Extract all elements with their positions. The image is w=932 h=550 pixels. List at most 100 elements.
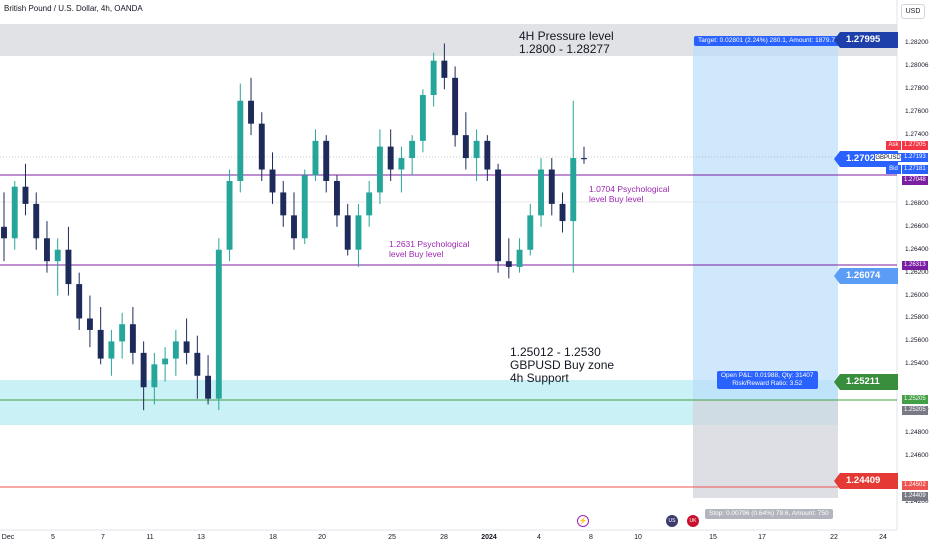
price-axis-label: 1.27800 bbox=[905, 85, 929, 93]
price-axis-label: 1.27600 bbox=[905, 108, 929, 116]
candle-body bbox=[409, 140, 416, 159]
zone-bottom-price-tag: 1.25205 bbox=[902, 406, 928, 415]
candle-body bbox=[495, 169, 502, 262]
price-axis-label: 1.26000 bbox=[905, 291, 929, 299]
candle-body bbox=[129, 324, 136, 353]
candle-body bbox=[194, 352, 201, 376]
us-flag-icon[interactable]: US bbox=[666, 515, 678, 527]
current-price-badge-text: 1.27023 bbox=[846, 153, 881, 164]
buy-level-2-line2: level Buy level bbox=[389, 249, 444, 259]
candle-body bbox=[44, 238, 50, 262]
buy-level-1-line2: level Buy level bbox=[589, 194, 644, 204]
time-axis-label: 25 bbox=[388, 534, 396, 541]
level-price-badge[interactable]: 1.26074 bbox=[834, 268, 898, 284]
candle-body bbox=[248, 100, 254, 124]
time-axis-label: 15 bbox=[709, 534, 717, 541]
line-1-price-tag: 1.27048 bbox=[902, 176, 928, 185]
candle-body bbox=[86, 318, 93, 330]
candle-body bbox=[559, 203, 566, 222]
symbol-tag: GBPUSD bbox=[874, 153, 902, 162]
time-axis-label: 22 bbox=[830, 534, 838, 541]
buy-level-1-label: 1.0704 Psychological level Buy level bbox=[589, 184, 669, 204]
price-axis-label: 1.24800 bbox=[905, 429, 929, 437]
buy-zone-line1: 1.25012 - 1.2530 bbox=[510, 345, 601, 359]
entry-price-badge[interactable]: 1.25211 bbox=[834, 374, 898, 390]
time-axis-label: 2024 bbox=[481, 534, 497, 541]
candle-body bbox=[258, 123, 265, 170]
symbol-price-tag: 1.27193 bbox=[902, 153, 928, 162]
candle-body bbox=[516, 249, 523, 267]
lightning-event-icon[interactable]: ⚡ bbox=[577, 515, 589, 527]
ask-price-tag: 1.27205 bbox=[902, 141, 928, 150]
pressure-title-text: 4H Pressure level bbox=[519, 29, 614, 43]
candle-body bbox=[462, 135, 469, 159]
stop-bottom-price-tag: 1.24409 bbox=[902, 492, 928, 501]
candle-body bbox=[355, 215, 362, 250]
candle-body bbox=[570, 158, 577, 222]
candle-body bbox=[76, 284, 83, 319]
buy-level-2-line1: 1.2631 Psychological bbox=[389, 239, 470, 249]
time-axis-label: 28 bbox=[440, 534, 448, 541]
risk-reward-text: Risk/Reward Ratio: 3.52 bbox=[732, 380, 803, 387]
price-axis-label: 1.28006 bbox=[905, 61, 929, 69]
candle-body bbox=[215, 249, 222, 399]
target-price-badge-text: 1.27995 bbox=[846, 34, 881, 45]
stop-tooltip: Stop: 0.00796 (0.64%) 79.6, Amount: 750 bbox=[705, 509, 833, 519]
candle-body bbox=[183, 341, 190, 353]
price-axis-label: 1.25600 bbox=[905, 337, 929, 345]
candle-body bbox=[280, 192, 287, 216]
candle-body bbox=[376, 146, 383, 193]
price-axis-label: 1.24600 bbox=[905, 451, 929, 459]
candle-body bbox=[172, 341, 179, 359]
stop-area bbox=[693, 400, 838, 498]
target-tooltip: Target: 0.02801 (2.24%) 280.1, Amount: 1… bbox=[694, 36, 843, 46]
candle-body bbox=[473, 140, 480, 159]
price-axis-label: 1.24200 bbox=[905, 497, 929, 505]
stop-top-price-tag: 1.24502 bbox=[902, 481, 928, 490]
buy-level-1-line1: 1.0704 Psychological bbox=[589, 184, 670, 194]
candle-body bbox=[22, 186, 29, 204]
candle-body bbox=[205, 375, 212, 399]
price-axis-label: 1.25800 bbox=[905, 314, 929, 322]
target-price-badge[interactable]: 1.27995 bbox=[834, 32, 898, 48]
time-axis-label: Dec bbox=[1, 534, 15, 541]
price-axis-label: 1.26400 bbox=[905, 245, 929, 253]
bid-price-tag: 1.27181 bbox=[902, 165, 928, 174]
buy-zone-label: 1.25012 - 1.2530 GBPUSD Buy zone 4h Supp… bbox=[510, 346, 614, 385]
candle-body bbox=[11, 186, 18, 239]
candle-body bbox=[441, 60, 448, 78]
buy-zone-line2: GBPUSD Buy zone bbox=[510, 358, 615, 372]
uk-flag-icon[interactable]: UK bbox=[687, 515, 699, 527]
candle-body bbox=[398, 158, 405, 170]
currency-button[interactable]: USD bbox=[901, 4, 925, 19]
candle-body bbox=[108, 341, 115, 359]
symbol-title[interactable]: British Pound / U.S. Dollar, 4h, OANDA bbox=[4, 4, 143, 13]
time-axis-label: 17 bbox=[758, 534, 766, 541]
time-axis-label: 4 bbox=[537, 534, 541, 541]
entry-price-badge-text: 1.25211 bbox=[846, 376, 880, 387]
candle-body bbox=[430, 60, 437, 96]
candle-body bbox=[366, 192, 373, 216]
level-price-badge-text: 1.26074 bbox=[846, 270, 881, 281]
candle-body bbox=[97, 329, 104, 359]
time-axis-label: 8 bbox=[589, 534, 593, 541]
price-axis-label: 1.26200 bbox=[905, 268, 929, 276]
ask-label: Ask bbox=[886, 141, 901, 150]
price-axis-label: 1.26600 bbox=[905, 222, 929, 230]
stop-price-badge[interactable]: 1.24409 bbox=[834, 473, 898, 489]
candle-body bbox=[269, 169, 276, 193]
candle-body bbox=[119, 324, 126, 342]
candle-body bbox=[151, 364, 158, 388]
time-axis-label: 10 bbox=[634, 534, 642, 541]
candle-body bbox=[140, 352, 147, 388]
price-axis-label: 1.26800 bbox=[905, 199, 929, 207]
candle-body bbox=[387, 146, 394, 170]
time-axis-label: 20 bbox=[318, 534, 326, 541]
candle-body bbox=[344, 215, 351, 250]
candle-body bbox=[312, 140, 319, 176]
time-axis-label: 18 bbox=[269, 534, 277, 541]
candle-body bbox=[162, 358, 169, 365]
candle-body bbox=[323, 140, 330, 181]
